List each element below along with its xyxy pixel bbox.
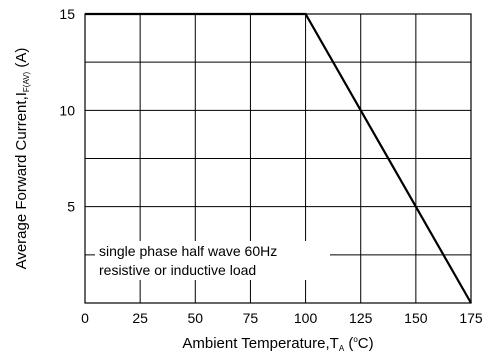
x-tick-label: 100 — [294, 310, 318, 326]
series-line — [85, 12, 472, 304]
x-tick-label: 175 — [459, 310, 483, 326]
y-tick-labels: 5 10 15 — [59, 6, 75, 215]
x-tick-label: 25 — [132, 310, 148, 326]
x-axis-title: Ambient Temperature,TA (oC) — [182, 335, 373, 353]
y-tick-label: 5 — [67, 199, 75, 215]
x-tick-labels: 0 25 50 75 100 125 150 175 — [81, 310, 483, 326]
x-tick-label: 125 — [349, 310, 373, 326]
x-tick-label: 75 — [243, 310, 259, 326]
y-tick-label: 10 — [59, 102, 75, 118]
annotation-line-2: resistive or inductive load — [99, 262, 256, 278]
x-tick-label: 150 — [404, 310, 428, 326]
annotation-background — [95, 241, 330, 280]
y-tick-label: 15 — [59, 6, 75, 22]
x-tick-label: 50 — [187, 310, 203, 326]
series-group — [85, 12, 472, 304]
annotation-line-1: single phase half wave 60Hz — [99, 243, 277, 259]
y-axis-title: Average Forward Current,IF(AV) (A) — [13, 48, 31, 270]
x-tick-label: 0 — [81, 310, 89, 326]
